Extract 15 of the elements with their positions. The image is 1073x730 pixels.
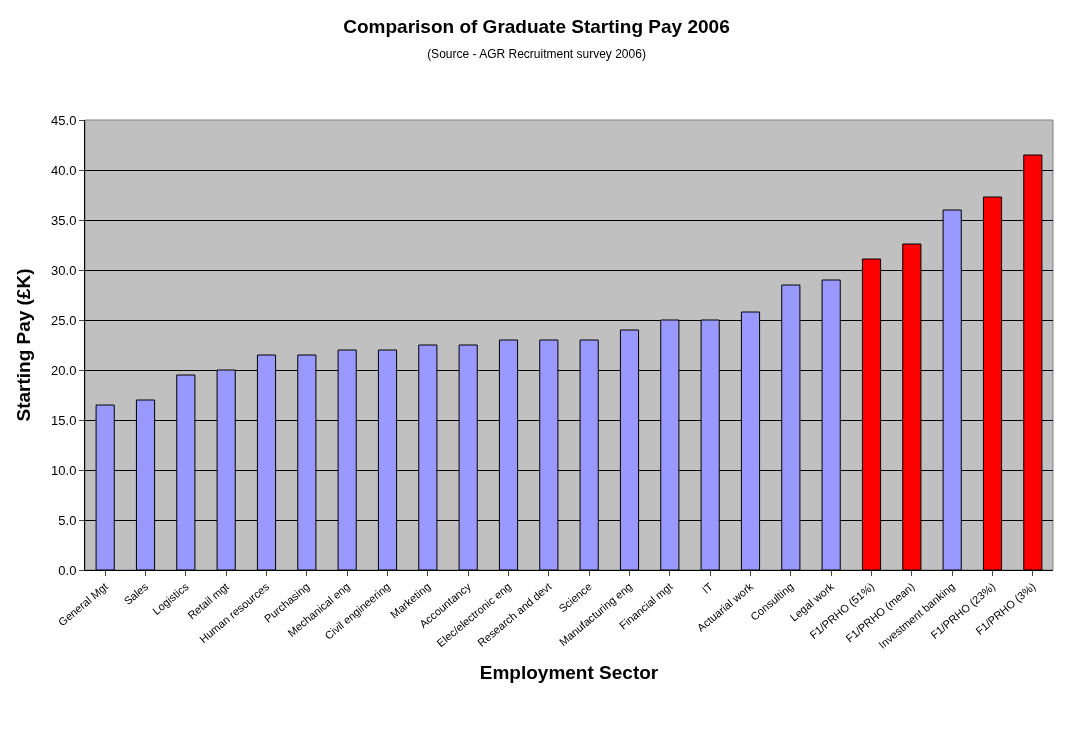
y-tick-label: 20.0 [51,362,77,378]
y-axis-title: Starting Pay (£K) [12,268,34,422]
x-tick-label: IT [699,580,716,596]
y-tick-label: 25.0 [51,312,77,328]
y-tick-label: 35.0 [51,212,77,228]
y-tick-label: 45.0 [51,112,77,128]
chart-subtitle: (Source - AGR Recruitment survey 2006) [427,46,646,61]
y-tick-label: 15.0 [51,412,77,428]
y-tick-label: 10.0 [51,462,77,478]
y-tick-label: 30.0 [51,262,77,278]
x-axis-title: Employment Sector [479,661,659,683]
y-tick-label: 5.0 [58,512,77,528]
chart-title: Comparison of Graduate Starting Pay 2006 [343,15,730,37]
y-tick-label: 40.0 [51,162,77,178]
y-tick-label: 0.0 [58,562,77,578]
